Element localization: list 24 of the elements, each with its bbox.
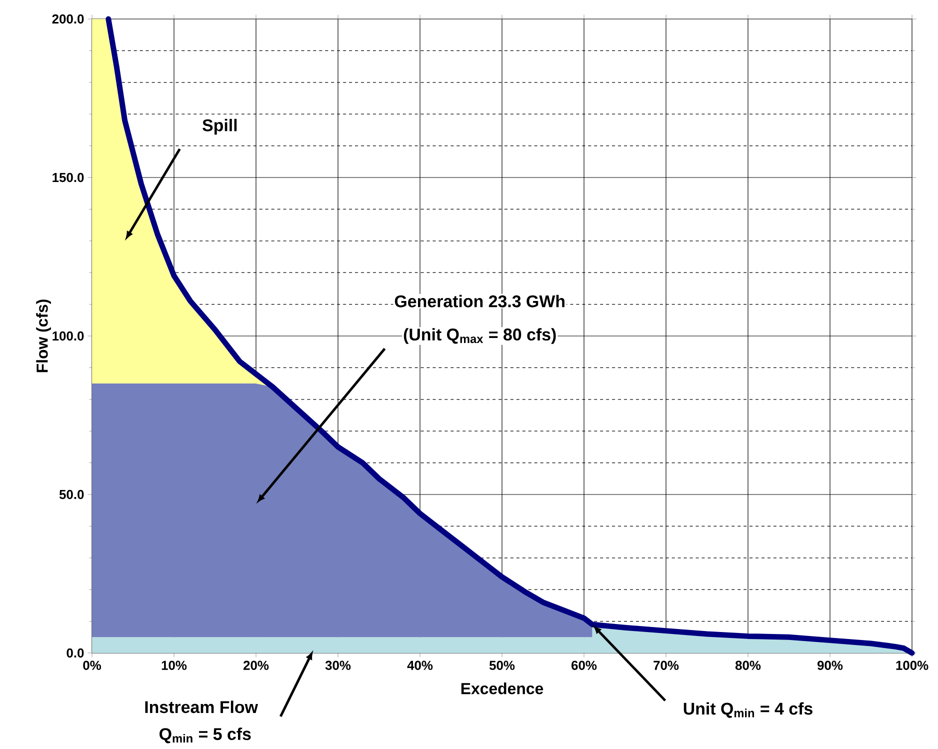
x-tick-label: 10% <box>162 660 187 670</box>
text: Instream Flow <box>145 700 258 714</box>
y-tick-label: 100.0 <box>52 331 84 341</box>
annotation: Generation 23.3 GWh <box>394 294 564 308</box>
x-tick-label: 40% <box>407 660 433 670</box>
y-tick-label: 200.0 <box>52 14 84 24</box>
annotation: Unit Q$_{min}$ = 4 cfs <box>684 702 812 718</box>
y-tick-label: 50.0 <box>59 490 84 500</box>
x-axis-title: Excedence <box>461 682 544 694</box>
y-axis-title: Flow (cfs) <box>36 300 51 372</box>
x-tick-label: 90% <box>818 660 843 670</box>
text: Q$_{min}$ = 5 cfs <box>160 728 251 744</box>
y-tick-label: 0.0 <box>66 648 84 658</box>
x-tick-label: 100% <box>896 660 928 670</box>
x-tick-label: 20% <box>243 660 269 670</box>
x-tick-label: 50% <box>489 660 515 670</box>
x-tick-label: 70% <box>654 660 679 670</box>
y-tick-label: 150.0 <box>52 172 84 182</box>
x-tick-label: 80% <box>735 660 761 670</box>
x-tick-label: 60% <box>572 660 597 670</box>
x-tick-label: 30% <box>325 660 351 670</box>
x-tick-label: 0% <box>83 660 102 670</box>
annotation: (Unit Q$_{max}$ = 80 cfs) <box>404 328 556 344</box>
annotation: Spill <box>202 118 237 135</box>
